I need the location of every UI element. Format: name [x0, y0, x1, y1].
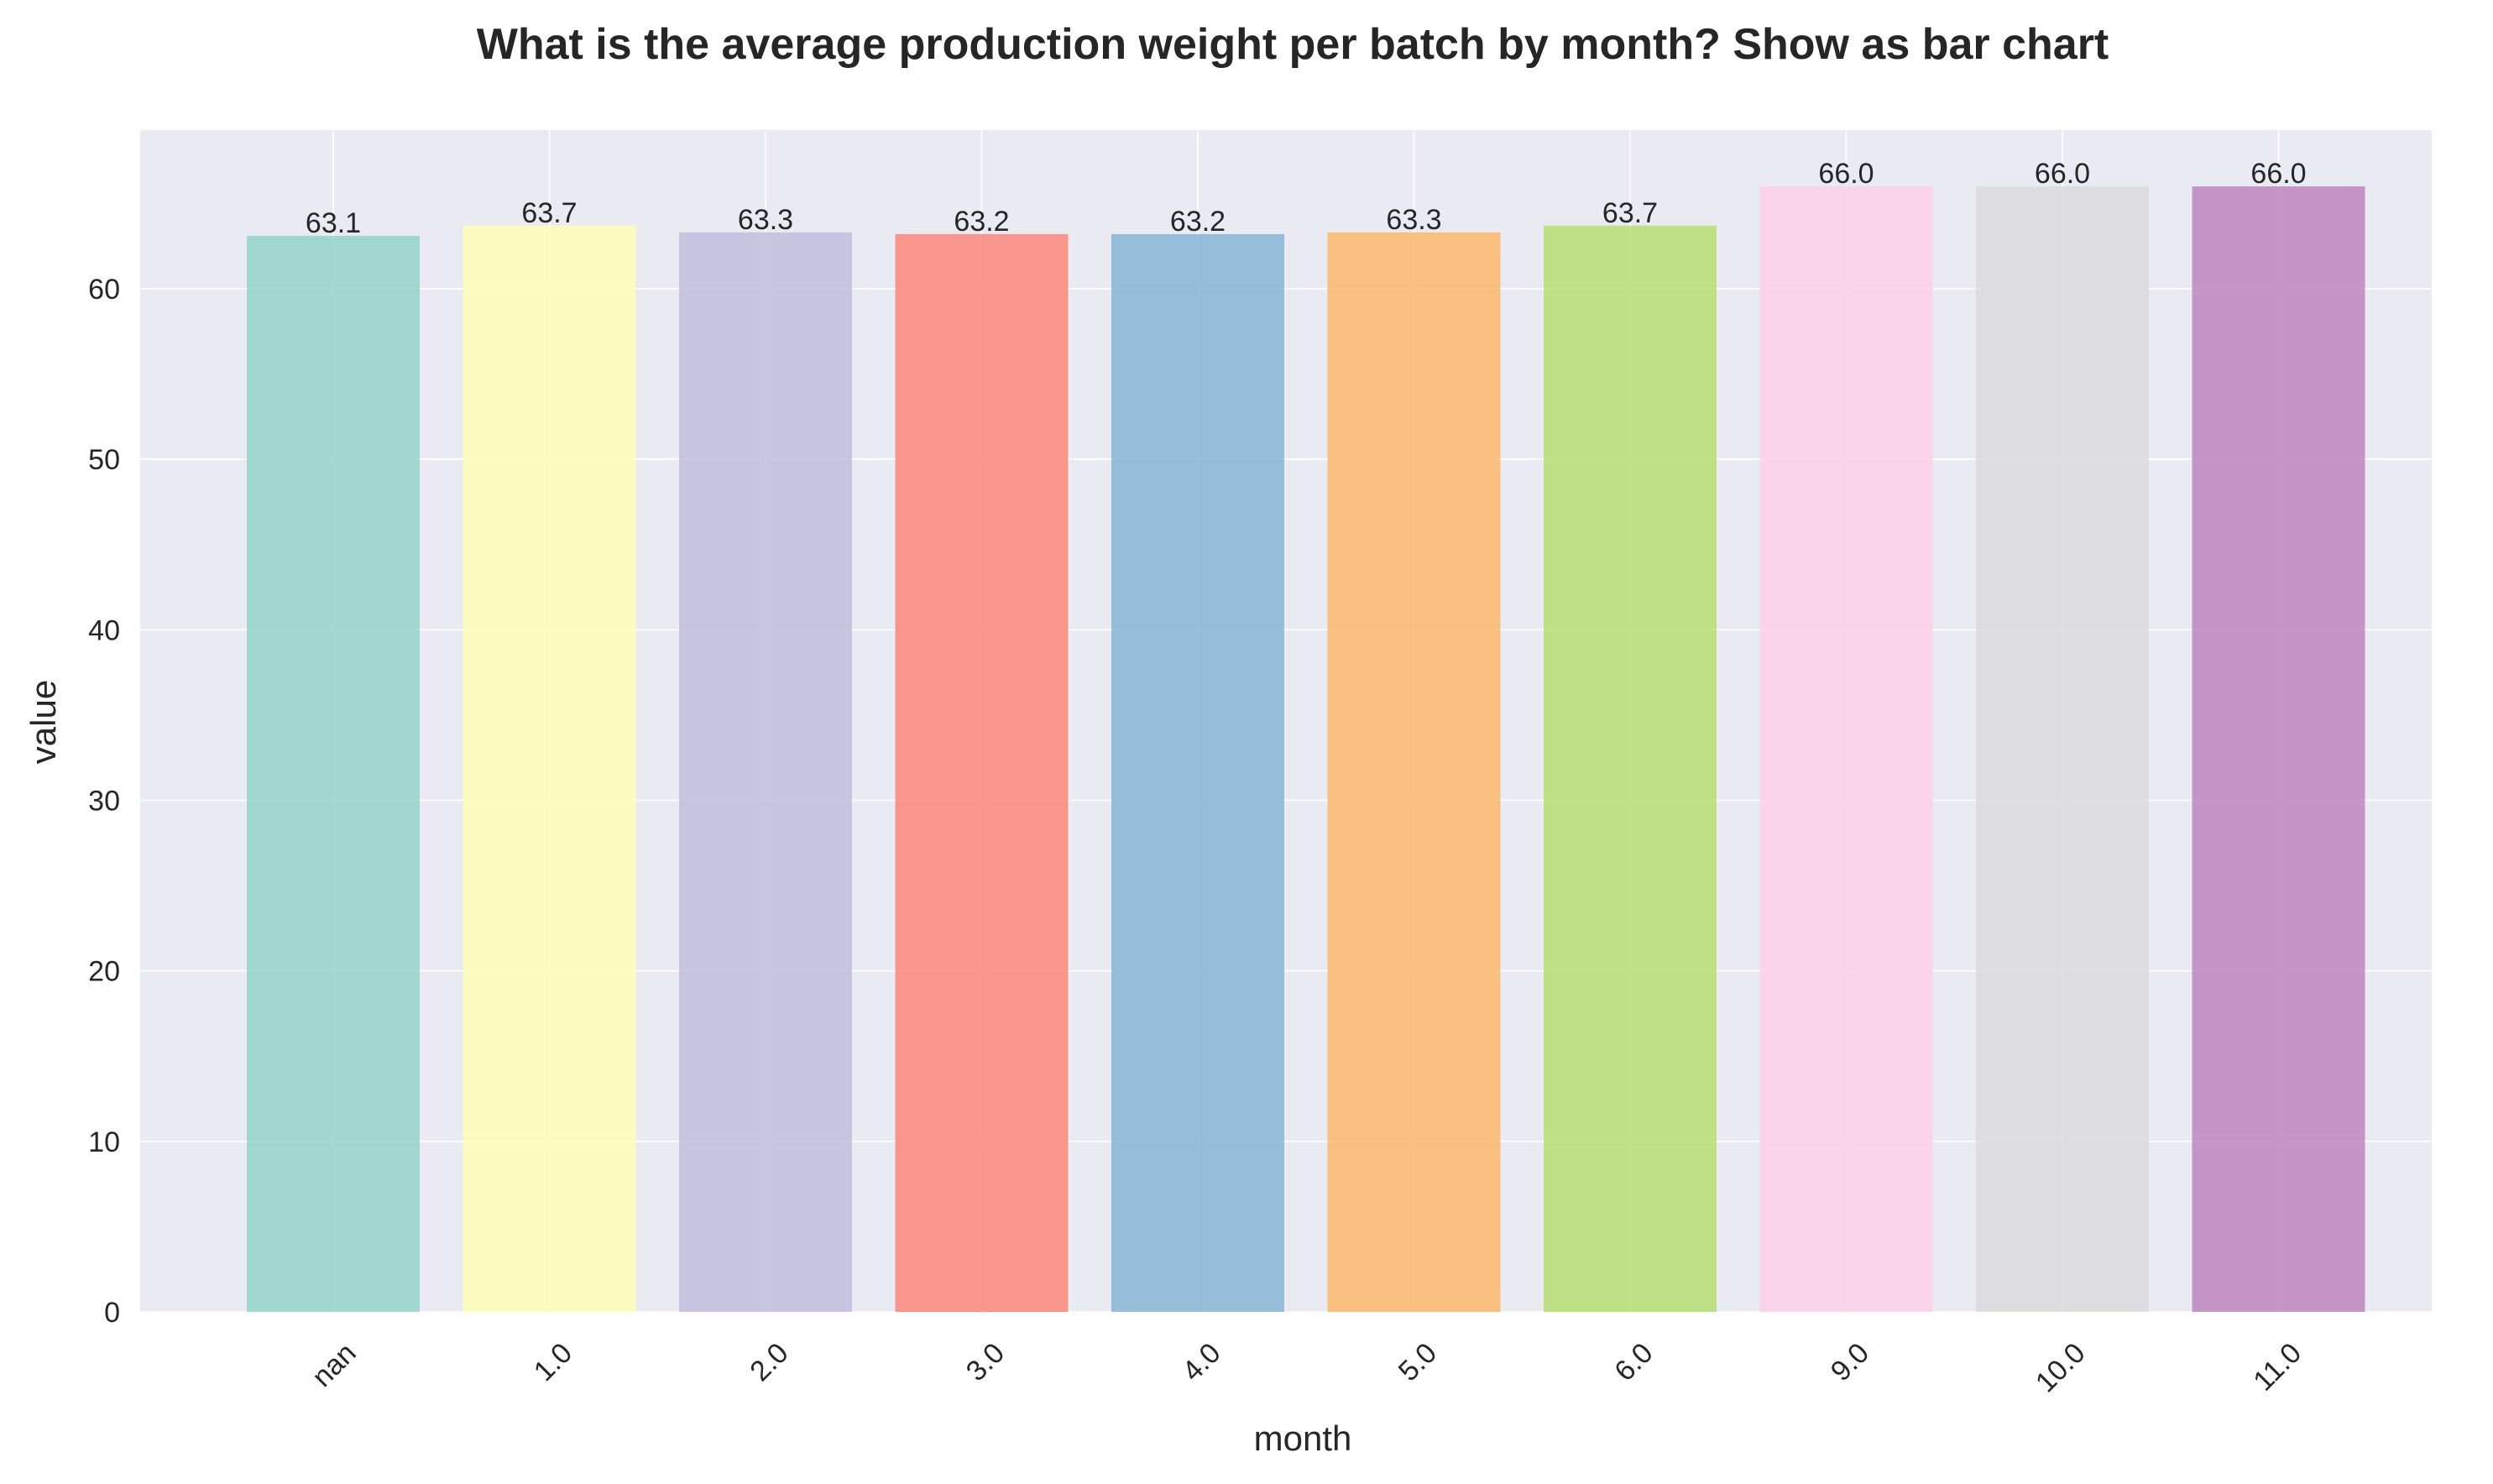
y-tick-label: 60	[88, 274, 120, 306]
y-ticks: 0 10 20 30 40 50 60	[88, 274, 120, 1329]
bar-value-label: 63.7	[521, 197, 577, 229]
y-tick-label: 20	[88, 956, 120, 988]
y-tick-label: 50	[88, 444, 120, 476]
x-axis-label: month	[1254, 1419, 1352, 1458]
y-axis-label: value	[24, 680, 63, 764]
bars	[247, 186, 2365, 1313]
bar-value-label: 63.2	[1170, 206, 1226, 238]
bar-4.0[interactable]	[1111, 233, 1284, 1312]
bar-value-label: 63.7	[1602, 197, 1658, 229]
bar-1.0[interactable]	[463, 225, 636, 1312]
y-tick-label: 0	[104, 1297, 120, 1329]
bar-10.0[interactable]	[1976, 186, 2149, 1313]
bar-value-label: 63.2	[954, 206, 1009, 238]
bar-value-label: 63.3	[1386, 204, 1441, 236]
bar-11.0[interactable]	[2192, 186, 2365, 1313]
y-tick-label: 10	[88, 1126, 120, 1158]
bar-value-label: 66.0	[2035, 158, 2090, 190]
bar-value-label: 66.0	[1818, 158, 1874, 190]
bar-6.0[interactable]	[1544, 225, 1717, 1312]
chart-title: What is the average production weight pe…	[477, 20, 2109, 69]
bar-2.0[interactable]	[679, 232, 852, 1312]
bar-5.0[interactable]	[1327, 232, 1501, 1312]
y-tick-label: 30	[88, 785, 120, 817]
y-tick-label: 40	[88, 614, 120, 646]
bar-nan[interactable]	[247, 235, 420, 1312]
data-labels: 63.1 63.7 63.3 63.2 63.2 63.3 63.7 66.0 66.0 66.0	[306, 158, 2307, 239]
bar-3.0[interactable]	[895, 233, 1069, 1312]
bar-value-label: 63.1	[306, 207, 361, 239]
bar-value-label: 63.3	[738, 204, 793, 236]
bar-9.0[interactable]	[1759, 186, 1933, 1313]
bar-value-label: 66.0	[2250, 158, 2306, 190]
